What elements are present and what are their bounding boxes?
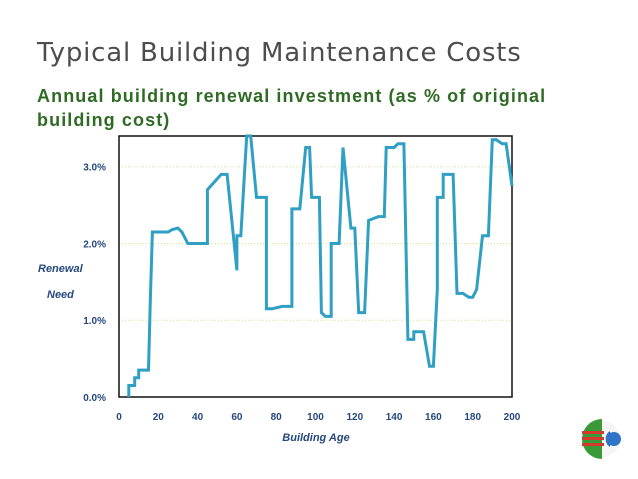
y-tick-label: 1.0%: [83, 316, 106, 327]
x-tick-label: 140: [386, 412, 403, 423]
axis-titles: Building Age Renewal Need: [38, 263, 350, 444]
x-tick-label: 180: [464, 412, 481, 423]
y-tick-label: 0.0%: [83, 393, 106, 404]
x-tick-label: 160: [425, 412, 442, 423]
x-tick-label: 80: [271, 412, 283, 423]
x-tick-label: 0: [116, 412, 122, 423]
x-tick-label: 40: [192, 412, 204, 423]
x-tick-label: 200: [504, 412, 521, 423]
renewal-need-series-line: [127, 134, 514, 397]
x-tick-labels: 0 20 40 60 80 100 120 140 160 180 200: [116, 412, 521, 423]
y-tick-label: 2.0%: [83, 239, 106, 250]
slide-subtitle: Annual building renewal investment (as %…: [37, 86, 547, 130]
x-tick-label: 20: [153, 412, 165, 423]
x-axis-title: Building Age: [282, 432, 349, 444]
x-tick-label: 120: [346, 412, 363, 423]
series-group: [127, 134, 514, 397]
organization-logo-icon: [582, 419, 621, 459]
y-axis-title-line-1: Renewal: [38, 263, 84, 275]
slide-title: Typical Building Maintenance Costs: [37, 38, 522, 68]
plot-frame: [118, 135, 513, 398]
x-tick-label: 100: [307, 412, 324, 423]
y-tick-labels: 0.0% 1.0% 2.0% 3.0%: [83, 163, 106, 404]
y-axis-title-line-2: Need: [47, 289, 74, 301]
y-tick-label: 3.0%: [83, 163, 106, 174]
gridlines: [119, 166, 512, 321]
x-tick-label: 60: [231, 412, 243, 423]
